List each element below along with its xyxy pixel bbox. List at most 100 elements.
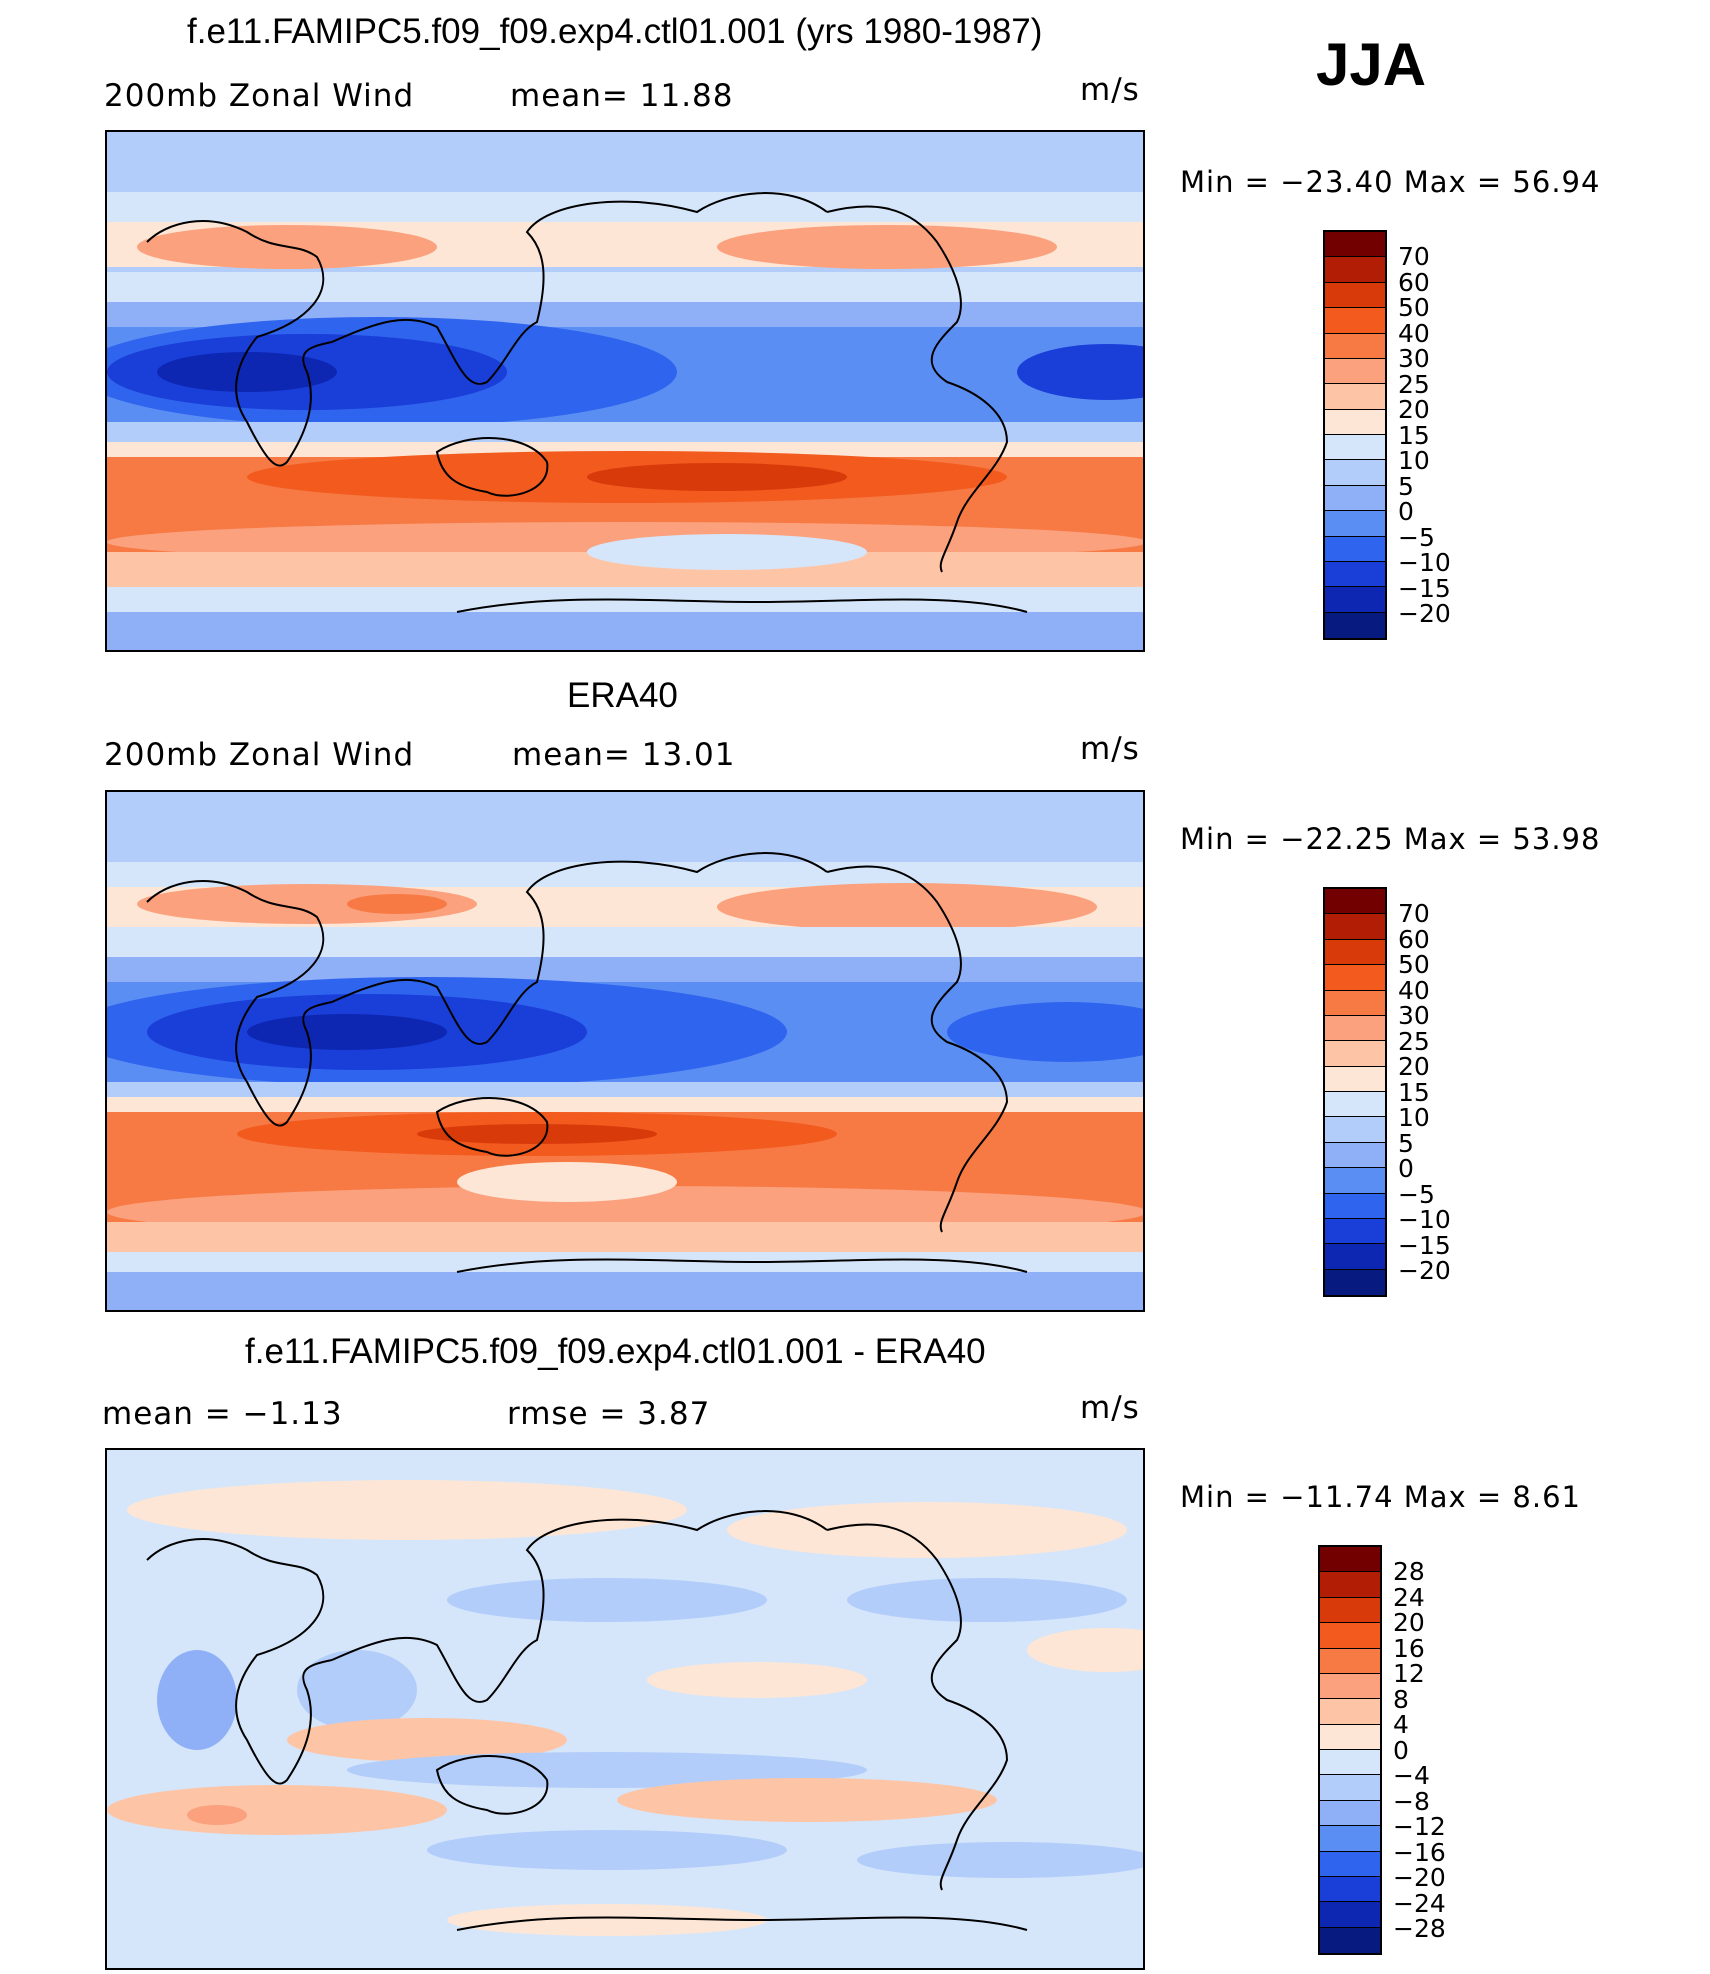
colorbar-tick-label: 40	[1398, 975, 1430, 1005]
colorbar-tick-label: 30	[1398, 344, 1430, 373]
colorbar-cell	[1325, 1168, 1385, 1194]
panel2-colorbar	[1323, 887, 1387, 1297]
colorbar-cell	[1325, 485, 1385, 512]
zonal-wind-difference-field	[107, 1450, 1143, 1968]
colorbar-cell	[1325, 536, 1385, 562]
panel1-mean-label: mean= 11.88	[510, 78, 734, 114]
colorbar-cell	[1325, 990, 1385, 1016]
zonal-wind-field-era40	[107, 792, 1143, 1310]
colorbar-tick-label: −4	[1393, 1761, 1430, 1790]
colorbar-cell	[1325, 333, 1385, 359]
panel2-mean-label: mean= 13.01	[512, 737, 736, 773]
panel3-units: m/s	[1080, 1390, 1140, 1426]
coastlines	[146, 852, 1028, 1273]
colorbar-tick-label: 5	[1398, 1128, 1414, 1158]
colorbar-cell	[1325, 1142, 1385, 1169]
colorbar-cell	[1325, 460, 1385, 486]
colorbar-cell	[1325, 914, 1385, 940]
colorbar-cell	[1320, 1623, 1380, 1649]
colorbar-cell	[1320, 1572, 1380, 1598]
colorbar-cell	[1320, 1851, 1380, 1877]
colorbar-cell	[1325, 1244, 1385, 1270]
colorbar-cell	[1325, 384, 1385, 410]
colorbar-tick-label: 12	[1393, 1659, 1425, 1688]
colorbar-tick-label: 60	[1398, 924, 1430, 954]
colorbar-tick-label: −20	[1398, 1256, 1451, 1285]
colorbar-tick-label: −5	[1398, 522, 1435, 552]
colorbar-cell	[1320, 1597, 1380, 1624]
panel1-minmax: Min = −23.40 Max = 56.94	[1180, 165, 1601, 199]
panel1-left-label: 200mb Zonal Wind	[104, 78, 415, 114]
panel3-mean-label: mean = −1.13	[102, 1396, 343, 1432]
colorbar-cell	[1325, 587, 1385, 613]
colorbar-cell	[1325, 435, 1385, 461]
season-label: JJA	[1316, 31, 1427, 98]
colorbar-tick-label: 15	[1398, 420, 1430, 450]
panel2-title: ERA40	[567, 676, 678, 715]
colorbar-cell	[1325, 232, 1385, 258]
colorbar-cell	[1325, 257, 1385, 283]
colorbar-tick-label: 25	[1398, 1026, 1430, 1056]
panel3-title: f.e11.FAMIPC5.f09_f09.exp4.ctl01.001 - E…	[245, 1332, 986, 1371]
colorbar-cell	[1320, 1902, 1380, 1928]
colorbar-cell	[1320, 1750, 1380, 1776]
colorbar-tick-label: −15	[1398, 573, 1451, 603]
panel1-map	[105, 130, 1145, 652]
colorbar-cell	[1325, 511, 1385, 537]
colorbar-tick-label: 30	[1398, 1001, 1430, 1030]
panel2-units: m/s	[1080, 731, 1140, 767]
colorbar-cell	[1325, 939, 1385, 966]
colorbar-cell	[1325, 1218, 1385, 1245]
colorbar-cell	[1325, 1041, 1385, 1067]
colorbar-cell	[1320, 1800, 1380, 1827]
colorbar-tick-label: 60	[1398, 267, 1430, 297]
panel1-units: m/s	[1080, 72, 1140, 108]
coastlines	[146, 1510, 1028, 1931]
colorbar-tick-label: −20	[1398, 599, 1451, 628]
colorbar-tick-label: 16	[1393, 1633, 1425, 1663]
colorbar-cell	[1320, 1699, 1380, 1725]
colorbar-tick-label: 10	[1398, 1103, 1430, 1132]
colorbar-tick-label: −20	[1393, 1863, 1446, 1892]
coastlines	[146, 192, 1028, 613]
colorbar-cell	[1325, 308, 1385, 334]
colorbar-cell	[1320, 1547, 1380, 1573]
colorbar-tick-label: −16	[1393, 1837, 1446, 1867]
colorbar-tick-label: 28	[1393, 1557, 1425, 1586]
colorbar-cell	[1325, 889, 1385, 915]
colorbar-tick-label: 0	[1398, 497, 1414, 526]
colorbar-tick-label: 0	[1398, 1154, 1414, 1183]
colorbar-cell	[1325, 612, 1385, 638]
colorbar-tick-label: 8	[1393, 1684, 1409, 1714]
colorbar-cell	[1325, 1193, 1385, 1219]
colorbar-tick-label: −10	[1398, 1205, 1451, 1234]
colorbar-cell	[1320, 1673, 1380, 1700]
colorbar-cell	[1325, 561, 1385, 588]
colorbar-tick-label: 0	[1393, 1735, 1409, 1765]
panel2-colorbar-ticks: 70 60 50 40 30 25 20 15 10 5 0 −5 −10 −15 −20	[1398, 901, 1451, 1284]
colorbar-cell	[1320, 1724, 1380, 1750]
colorbar-tick-label: 10	[1398, 446, 1430, 475]
colorbar-tick-label: 70	[1398, 242, 1430, 271]
colorbar-cell	[1325, 282, 1385, 309]
panel3-colorbar-ticks: 28 24 20 16 12 8 4 0 −4 −8 −12 −16 −20 −24 −28	[1393, 1559, 1446, 1942]
panel2-map	[105, 790, 1145, 1312]
colorbar-tick-label: −8	[1393, 1786, 1430, 1816]
colorbar-tick-label: 5	[1398, 471, 1414, 501]
colorbar-cell	[1325, 1269, 1385, 1295]
colorbar-tick-label: 50	[1398, 293, 1430, 322]
colorbar-tick-label: 40	[1398, 318, 1430, 348]
colorbar-cell	[1320, 1826, 1380, 1852]
colorbar-cell	[1325, 1092, 1385, 1118]
panel2-minmax: Min = −22.25 Max = 53.98	[1180, 822, 1601, 856]
colorbar-cell	[1325, 409, 1385, 435]
colorbar-cell	[1325, 358, 1385, 385]
colorbar-tick-label: 50	[1398, 950, 1430, 979]
colorbar-cell	[1325, 1015, 1385, 1042]
panel3-colorbar	[1318, 1545, 1382, 1955]
panel1-title: f.e11.FAMIPC5.f09_f09.exp4.ctl01.001 (yr…	[187, 12, 1043, 51]
colorbar-cell	[1325, 1066, 1385, 1092]
colorbar-tick-label: 20	[1398, 1052, 1430, 1081]
panel1-colorbar	[1323, 230, 1387, 640]
panel3-map	[105, 1448, 1145, 1970]
